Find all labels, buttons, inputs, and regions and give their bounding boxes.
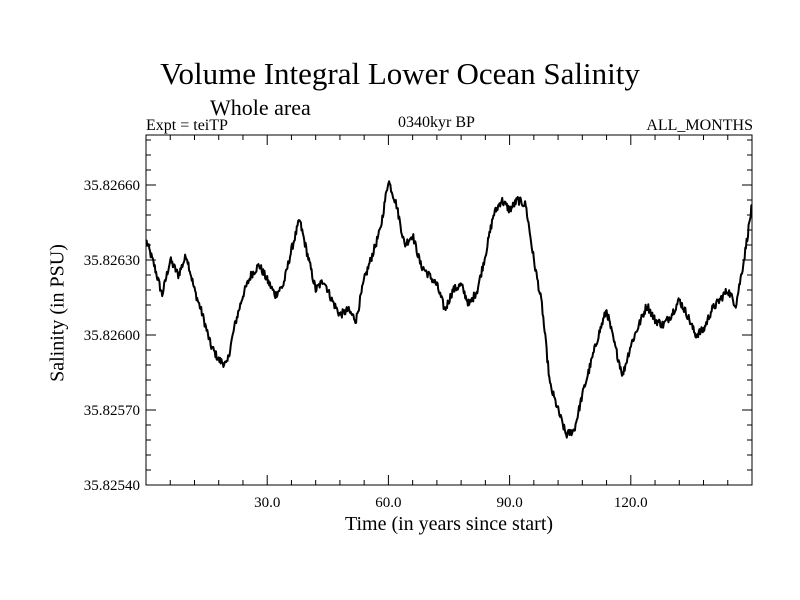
chart-title: Volume Integral Lower Ocean Salinity bbox=[160, 56, 640, 91]
experiment-label: Expt = teiTP bbox=[146, 117, 228, 134]
period-label: 0340kyr BP bbox=[398, 114, 475, 131]
y-tick-label: 35.82660 bbox=[84, 178, 140, 194]
months-label: ALL_MONTHS bbox=[646, 117, 753, 134]
y-axis-label: Salinity (in PSU) bbox=[46, 244, 69, 382]
y-tick-label: 35.82600 bbox=[84, 328, 140, 344]
salinity-series-line bbox=[145, 180, 753, 439]
x-tick-label: 120.0 bbox=[614, 495, 648, 511]
y-tick-label: 35.82540 bbox=[84, 478, 140, 494]
plot-frame bbox=[145, 134, 753, 486]
axis-tick-labels: 30.0 60.0 90.0 120.0 35.82540 35.82570 35.8260… bbox=[84, 178, 648, 511]
x-axis-label: Time (in years since start) bbox=[344, 513, 554, 535]
x-tick-label: 60.0 bbox=[375, 495, 401, 511]
y-tick-label: 35.82630 bbox=[84, 253, 140, 269]
x-tick-label: 90.0 bbox=[496, 495, 522, 511]
x-tick-label: 30.0 bbox=[254, 495, 280, 511]
chart-subtitle: Whole area bbox=[210, 95, 311, 120]
axis-ticks bbox=[146, 135, 752, 485]
y-tick-label: 35.82570 bbox=[84, 403, 140, 419]
